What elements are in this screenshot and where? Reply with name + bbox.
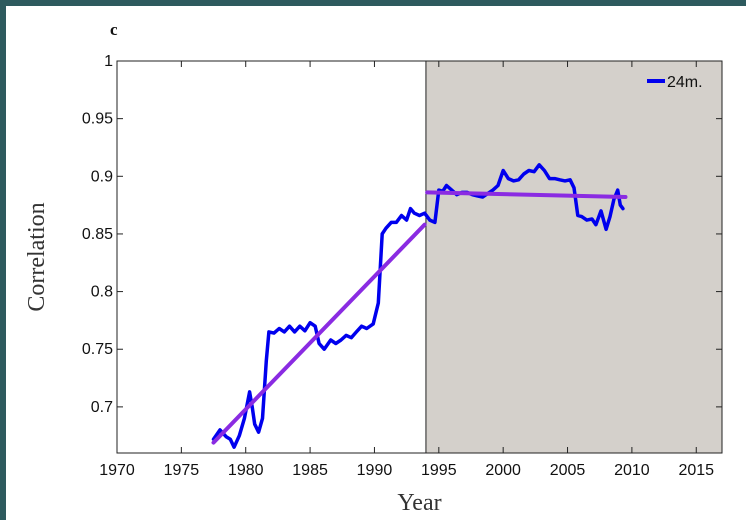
y-tick-label: 0.8 [91, 284, 113, 301]
legend-label-24m: 24m. [667, 74, 703, 91]
legend: 24m. [647, 74, 703, 91]
y-tick-label: 0.95 [82, 111, 113, 128]
x-tick-label: 1980 [228, 462, 264, 479]
series-layer [211, 163, 628, 449]
x-tick-label: 2000 [485, 462, 521, 479]
x-tick-label: 1995 [421, 462, 457, 479]
x-tick-label: 1970 [99, 462, 135, 479]
x-tick-labels: 1970 1975 1980 1985 1990 1995 2000 2005 2010 2015 [99, 462, 714, 479]
x-tick-label: 1990 [357, 462, 393, 479]
series-line-24m [211, 163, 625, 449]
x-tick-label: 2015 [678, 462, 714, 479]
x-tick-label: 2005 [550, 462, 586, 479]
x-tick-label: 2010 [614, 462, 650, 479]
y-tick-labels: 0.7 0.75 0.8 0.85 0.9 0.95 1 [82, 53, 113, 416]
x-tick-label: 1985 [292, 462, 328, 479]
trend-line-2 [425, 190, 628, 199]
trend-line-1 [211, 222, 427, 445]
y-axis-title: Correlation [24, 202, 50, 311]
x-axis-title: Year [397, 490, 441, 516]
frame-left-border [0, 0, 6, 520]
y-tick-label: 0.85 [82, 226, 113, 243]
panel-label: c [110, 20, 118, 39]
x-tick-label: 1975 [164, 462, 200, 479]
y-tick-label: 0.9 [91, 168, 113, 185]
y-tick-label: 0.7 [91, 399, 113, 416]
frame-top-border [0, 0, 746, 6]
y-tick-label: 0.75 [82, 341, 113, 358]
plot-border [116, 60, 723, 454]
y-tick-label: 1 [104, 53, 113, 70]
shaded-region [425, 60, 723, 454]
axis-ticks [116, 60, 722, 453]
